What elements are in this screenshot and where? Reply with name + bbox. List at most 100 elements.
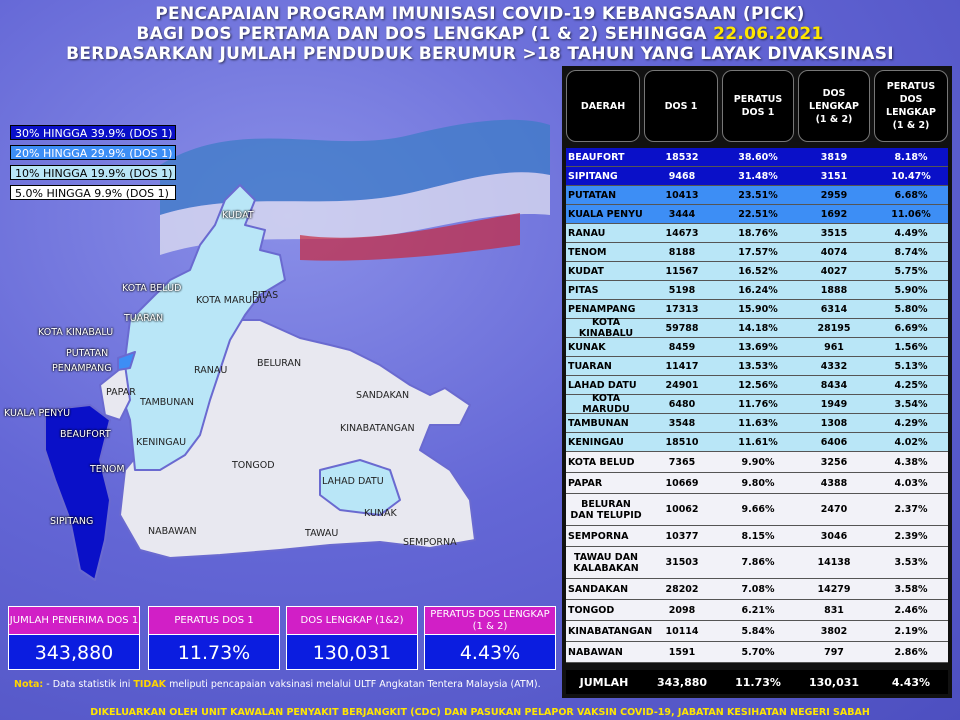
label-kuala-penyu: KUALA PENYU — [4, 408, 71, 419]
table-row: TAWAU DAN KALABAKAN 31503 7.86% 14138 3.53% — [566, 547, 948, 579]
cell-pct2: 4.25% — [894, 379, 928, 391]
title-line-2-prefix: BAGI DOS PERTAMA DAN DOS LENGKAP (1 & 2)… — [136, 24, 714, 44]
cell-daerah: PITAS — [568, 284, 599, 296]
cell-lengkap: 1949 — [820, 398, 848, 410]
cell-pct1: 8.15% — [741, 530, 775, 542]
cell-dos1: 11417 — [665, 360, 699, 372]
footnote: Nota: - Data statistik ini TIDAK meliput… — [14, 679, 541, 690]
total-dos1: 343,880 — [656, 675, 708, 689]
table-total-row: JUMLAH 343,880 11.73% 130,031 4.43% — [566, 670, 948, 694]
cell-lengkap: 1308 — [820, 417, 848, 429]
map-legend: 30% HINGGA 39.9% (DOS 1) 20% HINGGA 29.9… — [10, 125, 176, 205]
summary-pct-dose1: PERATUS DOS 1 11.73% — [148, 606, 280, 670]
header-dos1: DOS 1 — [644, 70, 718, 142]
table-row: NABAWAN 1591 5.70% 797 2.86% — [566, 642, 948, 663]
cell-lengkap: 14138 — [817, 557, 851, 568]
cell-daerah: SIPITANG — [568, 170, 618, 182]
header-peratus-dos1: PERATUS DOS 1 — [722, 70, 794, 142]
cell-pct2: 3.53% — [894, 557, 928, 568]
table-row: TUARAN 11417 13.53% 4332 5.13% — [566, 357, 948, 376]
cell-daerah: KOTA BELUD — [568, 456, 635, 468]
label-semporna: SEMPORNA — [403, 537, 457, 548]
cell-pct2: 6.69% — [894, 322, 928, 334]
cell-pct1: 12.56% — [738, 379, 778, 391]
cell-pct2: 5.80% — [894, 303, 928, 315]
cell-pct1: 9.66% — [741, 504, 775, 515]
cell-pct2: 3.58% — [894, 583, 928, 595]
cell-dos1: 3444 — [668, 208, 696, 220]
map-shapes — [44, 184, 476, 581]
title-line-2: BAGI DOS PERTAMA DAN DOS LENGKAP (1 & 2)… — [0, 24, 960, 44]
cell-lengkap: 6406 — [820, 436, 848, 448]
legend-item-10-19: 10% HINGGA 19.9% (DOS 1) — [10, 165, 176, 180]
cell-daerah: LAHAD DATU — [568, 379, 637, 391]
label-sipitang: SIPITANG — [50, 516, 94, 527]
cell-pct2: 6.68% — [894, 189, 928, 201]
cell-dos1: 59788 — [665, 322, 699, 334]
cell-lengkap: 1692 — [820, 208, 848, 220]
cell-pct2: 11.06% — [891, 208, 931, 220]
map-region-putatan — [117, 351, 136, 371]
cell-daerah: KOTA MARUDU — [582, 393, 630, 415]
cell-dos1: 24901 — [665, 379, 699, 391]
cell-daerah: TUARAN — [568, 360, 612, 372]
cell-lengkap: 4388 — [820, 477, 848, 489]
label-tongod: TONGOD — [232, 460, 275, 471]
issuer-footer: DIKELUARKAN OLEH UNIT KAWALAN PENYAKIT B… — [90, 707, 870, 718]
note-emphasis: TIDAK — [133, 679, 167, 690]
header-daerah: DAERAH — [566, 70, 640, 142]
label-tambunan: TAMBUNAN — [140, 397, 194, 408]
cell-pct1: 17.57% — [738, 246, 778, 258]
cell-pct1: 9.80% — [741, 477, 775, 489]
cell-pct1: 38.60% — [738, 151, 778, 163]
cell-dos1: 5198 — [668, 284, 696, 296]
cell-dos1: 10377 — [665, 530, 699, 542]
table-row: SEMPORNA 10377 8.15% 3046 2.39% — [566, 526, 948, 547]
cell-lengkap: 3046 — [820, 530, 848, 542]
label-kunak: KUNAK — [364, 508, 397, 519]
cell-daerah: KUDAT — [568, 265, 604, 277]
cell-pct1: 11.61% — [738, 436, 778, 448]
label-penampang: PENAMPANG — [52, 363, 112, 374]
legend-item-20-29: 20% HINGGA 29.9% (DOS 1) — [10, 145, 176, 160]
table-row: PENAMPANG 17313 15.90% 6314 5.80% — [566, 300, 948, 319]
cell-daerah: PENAMPANG — [568, 303, 636, 315]
cell-lengkap: 8434 — [820, 379, 848, 391]
cell-lengkap: 1888 — [820, 284, 848, 296]
cell-lengkap: 797 — [824, 646, 844, 658]
cell-daerah: KENINGAU — [568, 436, 624, 448]
summary-label: PERATUS DOS 1 — [148, 606, 280, 634]
total-pct1: 11.73% — [735, 675, 781, 689]
cell-daerah: KUALA PENYU — [568, 208, 643, 220]
cell-pct1: 11.76% — [738, 398, 778, 410]
table-row: LAHAD DATU 24901 12.56% 8434 4.25% — [566, 376, 948, 395]
label-putatan: PUTATAN — [66, 348, 109, 359]
table-row: KOTA KINABALU 59788 14.18% 28195 6.69% — [566, 317, 948, 339]
table-row: SANDAKAN 28202 7.08% 14279 3.58% — [566, 579, 948, 600]
cell-pct2: 4.49% — [894, 227, 928, 239]
table-row: SIPITANG 9468 31.48% 3151 10.47% — [566, 167, 948, 186]
cell-dos1: 18510 — [665, 436, 699, 448]
cell-daerah: BEAUFORT — [568, 151, 625, 163]
cell-pct1: 22.51% — [738, 208, 778, 220]
map-region-beaufort — [44, 404, 111, 581]
title-date: 22.06.2021 — [713, 24, 824, 44]
label-kudat: KUDAT — [222, 210, 254, 221]
note-text-2: meliputi pencapaian vaksinasi melalui UL… — [166, 679, 541, 690]
cell-daerah: RANAU — [568, 227, 606, 239]
cell-daerah: SEMPORNA — [568, 530, 629, 542]
label-sandakan: SANDAKAN — [356, 390, 410, 401]
label-ranau: RANAU — [194, 365, 228, 376]
cell-daerah: TAWAU DAN KALABAKAN — [573, 551, 639, 574]
label-kota-kinabalu: KOTA KINABALU — [38, 327, 114, 338]
cell-dos1: 17313 — [665, 303, 699, 315]
table-row: KUALA PENYU 3444 22.51% 1692 11.06% — [566, 205, 948, 224]
cell-pct2: 2.19% — [894, 625, 928, 637]
total-lengkap: 130,031 — [808, 675, 860, 689]
table-row: PITAS 5198 16.24% 1888 5.90% — [566, 281, 948, 300]
district-vaccination-table: DAERAH DOS 1 PERATUS DOS 1 DOS LENGKAP (… — [562, 66, 952, 698]
label-keningau: KENINGAU — [136, 437, 187, 448]
table-row: TAMBUNAN 3548 11.63% 1308 4.29% — [566, 414, 948, 433]
summary-value: 11.73% — [148, 634, 280, 670]
cell-pct2: 2.39% — [894, 530, 928, 542]
